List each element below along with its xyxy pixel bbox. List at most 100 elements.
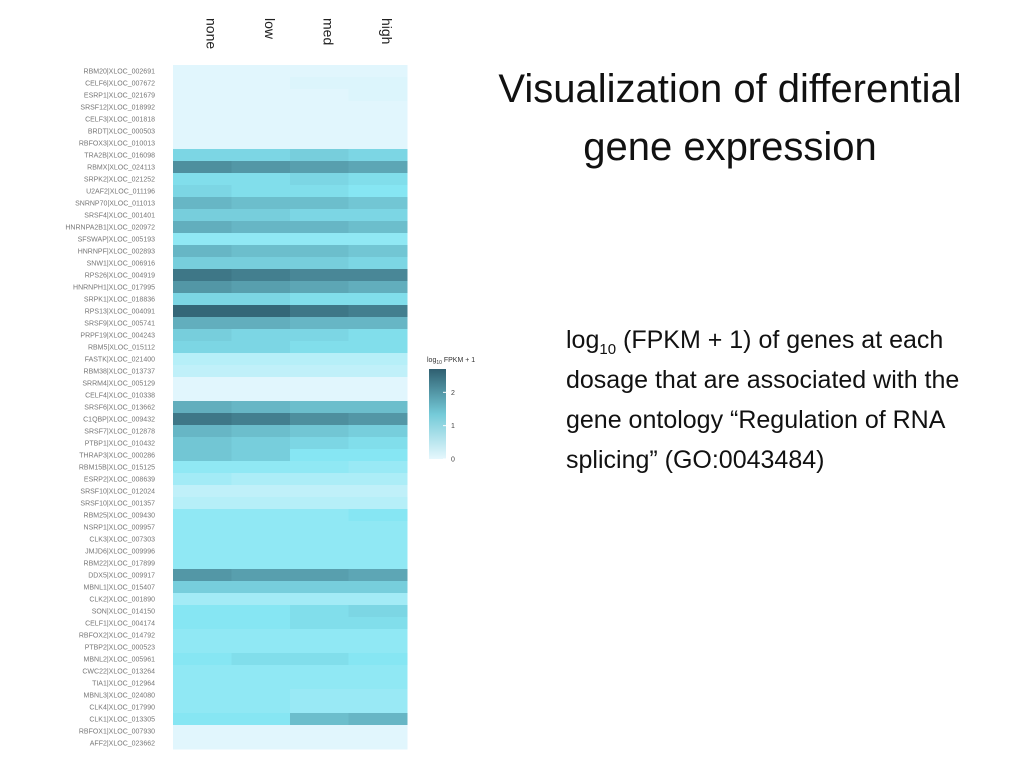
heatmap-cell [173, 281, 232, 294]
heatmap-cell [173, 341, 232, 354]
heatmap-cell [231, 533, 291, 546]
heatmap-cell [290, 641, 349, 654]
heatmap-cell [348, 389, 408, 402]
heatmap-cell [173, 713, 232, 726]
heatmap-cell [348, 221, 408, 234]
row-label-srsf10-xloc-001357: SRSF10|XLOC_001357 [80, 501, 155, 508]
heatmap-cell [348, 329, 408, 342]
row-label-aff2-xloc-023662: AFF2|XLOC_023662 [90, 741, 155, 748]
heatmap-cell [173, 485, 232, 498]
heatmap-cell [290, 521, 349, 534]
row-label-rps13-xloc-004091: RPS13|XLOC_004091 [85, 309, 155, 316]
heatmap-cell [290, 569, 349, 582]
heatmap-cell [290, 533, 349, 546]
heatmap-cell [348, 161, 408, 174]
heatmap-cell [290, 581, 349, 594]
slide-description: log10 (FPKM + 1) of genes at each dosage… [566, 320, 1006, 480]
column-label-med: med [320, 18, 336, 45]
heatmap-cell [173, 425, 232, 438]
heatmap-cell [173, 449, 232, 462]
heatmap-cell [173, 101, 232, 114]
heatmap-cell [290, 653, 349, 666]
heatmap-cell [348, 485, 408, 498]
heatmap-cell [348, 281, 408, 294]
heatmap-cell [290, 317, 349, 330]
heatmap-cell [290, 449, 349, 462]
heatmap-cell [231, 233, 291, 246]
heatmap-cell [231, 461, 291, 474]
heatmap-cell [173, 221, 232, 234]
heatmap-cell [231, 557, 291, 570]
heatmap-cell [231, 497, 291, 510]
heatmap-cell [290, 377, 349, 390]
heatmap-cell [231, 629, 291, 642]
heatmap-cell [173, 197, 232, 210]
description-text: (FPKM + 1) of genes at each dosage that … [566, 326, 960, 474]
heatmap-cell [348, 557, 408, 570]
row-label-rbm5-xloc-015112: RBM5|XLOC_015112 [88, 345, 155, 352]
heatmap-cell [231, 389, 291, 402]
row-label-mbnl1-xloc-015407: MBNL1|XLOC_015407 [84, 585, 156, 592]
heatmap-cell [173, 77, 232, 90]
heatmap-cell [173, 545, 232, 558]
heatmap-cell [348, 257, 408, 270]
heatmap-cell [348, 581, 408, 594]
row-label-brdt-xloc-000503: BRDT|XLOC_000503 [88, 129, 155, 136]
heatmap-cell [348, 545, 408, 558]
heatmap-cell [290, 713, 349, 726]
heatmap-cell [173, 521, 232, 534]
heatmap-cell [290, 485, 349, 498]
heatmap-cell [173, 737, 232, 750]
heatmap-cell [290, 389, 349, 402]
heatmap-cell [231, 257, 291, 270]
row-label-rbm20-xloc-002691: RBM20|XLOC_002691 [84, 69, 156, 76]
heatmap-cell [348, 533, 408, 546]
heatmap-cell [348, 461, 408, 474]
heatmap-cell [231, 377, 291, 390]
row-label-srsf12-xloc-018992: SRSF12|XLOC_018992 [80, 105, 155, 112]
heatmap-cell [348, 737, 408, 750]
heatmap-cell [173, 533, 232, 546]
heatmap-cell [173, 173, 232, 186]
row-label-u2af2-xloc-011196: U2AF2|XLOC_011196 [86, 189, 155, 196]
heatmap-cell [348, 233, 408, 246]
heatmap-cell [231, 665, 291, 678]
heatmap-cell [348, 629, 408, 642]
heatmap-cell [348, 617, 408, 630]
heatmap-cell [231, 113, 291, 126]
heatmap-cell [290, 497, 349, 510]
heatmap-cell [173, 593, 232, 606]
heatmap-cell [173, 509, 232, 522]
heatmap-cell [173, 353, 232, 366]
row-label-rbfox1-xloc-007930: RBFOX1|XLOC_007930 [79, 729, 155, 736]
row-label-clk4-xloc-017990: CLK4|XLOC_017990 [89, 705, 155, 712]
heatmap-cell [290, 149, 349, 162]
row-label-celf4-xloc-010338: CELF4|XLOC_010338 [85, 393, 155, 400]
heatmap-cell [231, 641, 291, 654]
color-legend: log10 FPKM + 1 2 1 0 [427, 357, 475, 464]
row-label-rps26-xloc-004919: RPS26|XLOC_004919 [85, 273, 155, 280]
heatmap-cell [290, 725, 349, 738]
heatmap-cell [173, 125, 232, 138]
heatmap-cell [348, 641, 408, 654]
heatmap-cell [348, 137, 408, 150]
heatmap-cell [173, 329, 232, 342]
heatmap-cell [231, 509, 291, 522]
row-label-ptbp2-xloc-000523: PTBP2|XLOC_000523 [85, 645, 155, 652]
row-label-c1qbp-xloc-009432: C1QBP|XLOC_009432 [83, 417, 155, 424]
heatmap-cell [173, 365, 232, 378]
heatmap-cell [231, 185, 291, 198]
heatmap-cell [348, 149, 408, 162]
heatmap-cell [290, 65, 349, 78]
row-label-mbnl3-xloc-024080: MBNL3|XLOC_024080 [84, 693, 156, 700]
column-label-high: high [379, 18, 395, 44]
heatmap-cell [348, 269, 408, 282]
heatmap-cell [290, 305, 349, 318]
heatmap-cell [290, 665, 349, 678]
heatmap-cell [348, 113, 408, 126]
heatmap-cell [231, 353, 291, 366]
heatmap-cell [173, 389, 232, 402]
heatmap-cell [290, 197, 349, 210]
heatmap-cell [231, 281, 291, 294]
